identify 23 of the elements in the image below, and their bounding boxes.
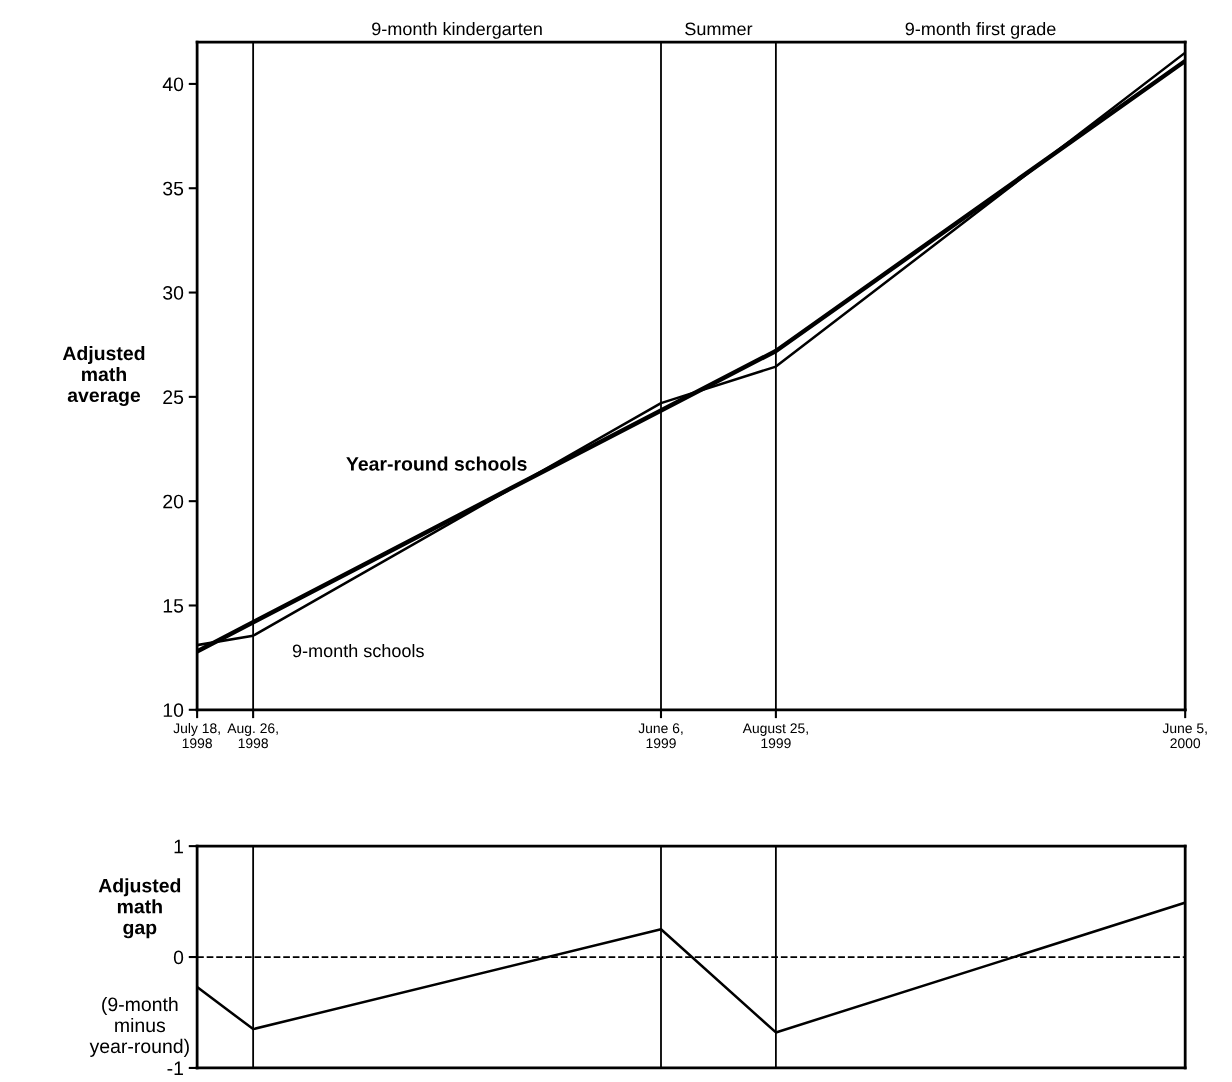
y-axis-title: Adjusted math gap <box>98 878 181 939</box>
text: Summer <box>685 22 753 36</box>
y-tick-label: 1 <box>174 839 183 854</box>
y-tick-label: 40 <box>162 77 184 92</box>
y-tick-label: 25 <box>163 390 184 405</box>
x-tick-label: August 25, 1999 <box>742 723 808 749</box>
y-axis-title: Adjusted math average <box>62 345 145 407</box>
y-tick-label: 30 <box>163 286 184 300</box>
y-tick-label: -1 <box>167 1061 183 1075</box>
y-tick-label: 10 <box>163 703 184 718</box>
x-tick-label: June 6, 1999 <box>638 723 683 749</box>
x-tick-label: Aug. 26, 1998 <box>227 723 278 749</box>
text: (9-month minus year-round) <box>89 996 189 1057</box>
x-tick-label: July 18, 1998 <box>173 722 220 749</box>
text: 9-month first grade <box>905 22 1056 39</box>
y-tick-label: 0 <box>173 950 184 965</box>
y-tick-label: 20 <box>163 494 184 509</box>
y-tick-label: 35 <box>163 181 184 196</box>
series-label: 9-month schools <box>292 643 424 658</box>
text: 9-month kindergarten <box>372 22 542 39</box>
series-label: Year-round schools <box>346 456 527 471</box>
y-tick-label: 15 <box>163 599 184 613</box>
x-tick-label: June 5, 2000 <box>1162 723 1207 749</box>
